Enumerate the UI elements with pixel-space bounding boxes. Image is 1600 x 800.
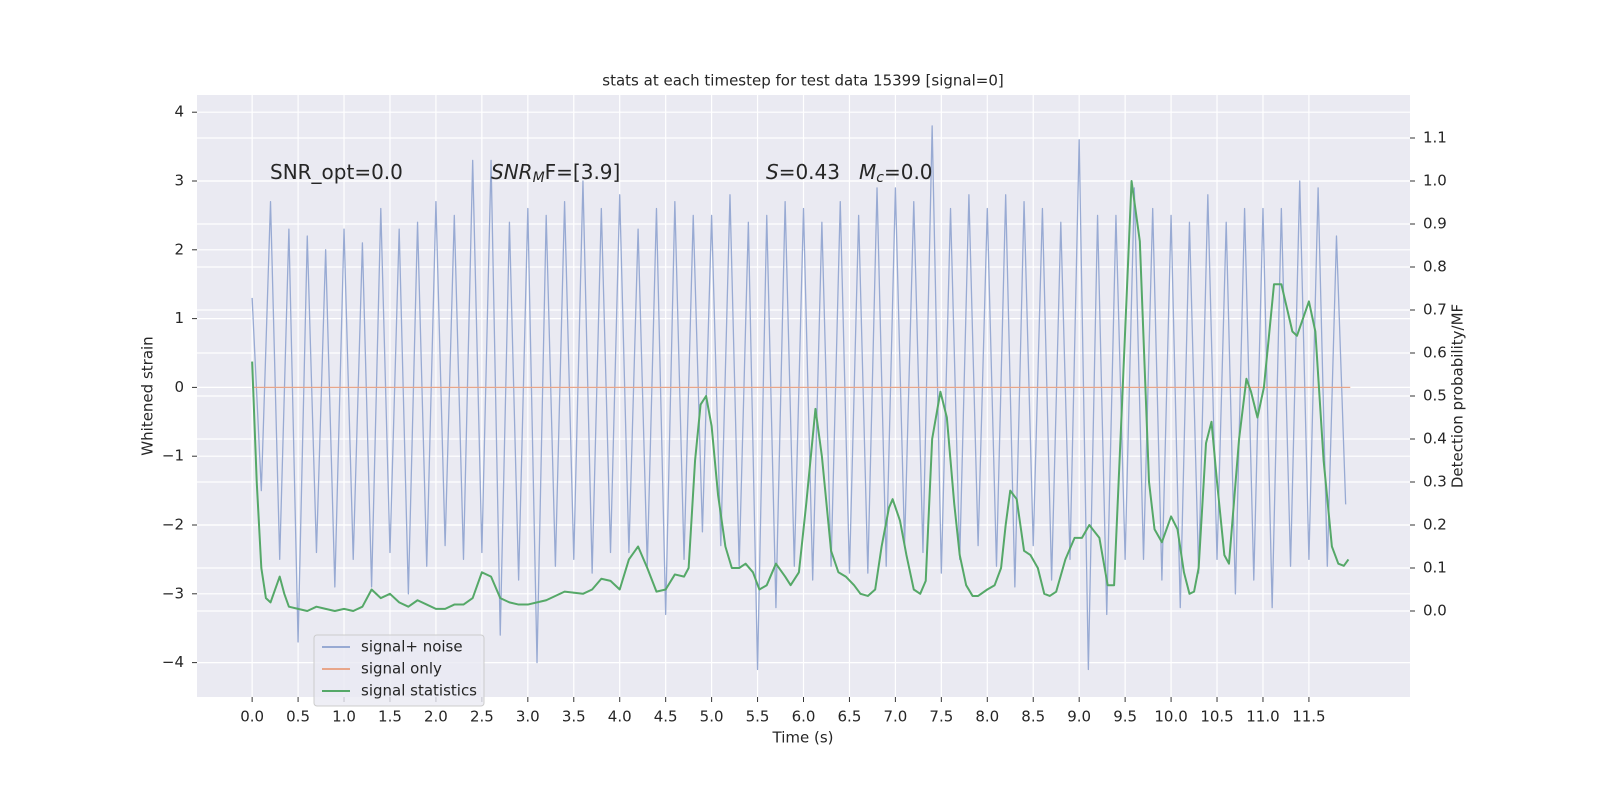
x-tick-label: 10.5 <box>1200 708 1233 726</box>
legend-label: signal+ noise <box>361 638 463 656</box>
y2-tick-label: 0.3 <box>1423 473 1447 491</box>
chart-title: stats at each timestep for test data 153… <box>602 72 1003 90</box>
legend: signal+ noise signal only signal statistic… <box>313 634 485 707</box>
y-tick-label: 0 <box>174 378 184 396</box>
annotation: Mc=0.0 <box>859 160 933 187</box>
x-tick-label: 1.5 <box>378 708 402 726</box>
y2-tick-label: 0.7 <box>1423 301 1447 319</box>
x-tick-label: 3.5 <box>562 708 586 726</box>
y-tick-label: −1 <box>162 447 184 465</box>
annotation-text: F=[3.9] <box>545 160 621 184</box>
x-tick-label: 2.5 <box>470 708 494 726</box>
annotation-text: M <box>859 160 876 184</box>
x-tick-label: 7.5 <box>929 708 953 726</box>
annotation-text: SNR_opt=0.0 <box>270 160 403 184</box>
y-tick-label: 2 <box>174 240 184 258</box>
x-tick-label: 0.0 <box>240 708 264 726</box>
grid <box>197 95 1410 697</box>
annotation-subscript: c <box>876 170 884 186</box>
x-tick-label: 4.5 <box>654 708 678 726</box>
y2-tick-label: 0.9 <box>1423 215 1447 233</box>
x-tick-label: 11.5 <box>1292 708 1325 726</box>
annotation: SNR_opt=0.0 <box>270 160 403 184</box>
x-tick-label: 11.0 <box>1246 708 1279 726</box>
lines <box>251 125 1351 671</box>
y-tick-label: 1 <box>174 309 184 327</box>
annotation: SNRMF=[3.9] <box>491 160 620 187</box>
labels: 0.0 0.5 1.0 1.5 2.0 2.5 3.0 3.5 4.0 4.5 5.0 5.5 6.0 6… <box>162 103 1447 726</box>
x-tick-label: 2.0 <box>424 708 448 726</box>
x-tick-label: 3.0 <box>516 708 540 726</box>
legend-label: signal only <box>361 660 442 678</box>
annotation-text: SNR <box>491 160 533 184</box>
x-tick-label: 5.0 <box>700 708 724 726</box>
annotation-text: =0.43 <box>779 160 840 184</box>
y2-tick-label: 0.5 <box>1423 387 1447 405</box>
x-tick-label: 9.5 <box>1113 708 1137 726</box>
y-tick-label: −2 <box>162 516 184 534</box>
annotations: SNR_opt=0.0 SNRMF=[3.9] S=0.43 Mc=0.0 <box>270 160 933 187</box>
x-axis-label: Time (s) <box>772 729 834 747</box>
annotation-text: S <box>766 160 779 184</box>
annotation-subscript: M <box>533 170 545 186</box>
y2-tick-label: 0.6 <box>1423 344 1447 362</box>
x-tick-label: 7.0 <box>883 708 907 726</box>
series-line <box>251 180 1350 612</box>
x-tick-label: 8.5 <box>1021 708 1045 726</box>
y-tick-label: 4 <box>174 103 184 121</box>
y-tick-label: −3 <box>162 584 184 602</box>
x-tick-label: 1.0 <box>332 708 356 726</box>
x-tick-label: 0.5 <box>286 708 310 726</box>
y-axis-label: Whitened strain <box>139 336 157 455</box>
y2-tick-label: 0.1 <box>1423 559 1447 577</box>
y-tick-label: 3 <box>174 172 184 190</box>
y2-tick-label: 0.8 <box>1423 258 1447 276</box>
x-tick-label: 5.5 <box>746 708 770 726</box>
x-tick-label: 8.0 <box>975 708 999 726</box>
annotation: S=0.43 <box>766 160 840 184</box>
y2-tick-label: 0.4 <box>1423 430 1447 448</box>
y2-axis-label: Detection probability/MF <box>1449 304 1467 488</box>
y-tick-label: −4 <box>162 653 184 671</box>
legend-label: signal statistics <box>361 682 477 700</box>
x-tick-label: 4.0 <box>608 708 632 726</box>
x-tick-label: 6.5 <box>838 708 862 726</box>
legend-box <box>313 634 485 707</box>
y2-tick-label: 0.0 <box>1423 602 1447 620</box>
x-tick-label: 9.0 <box>1067 708 1091 726</box>
y2-tick-label: 1.0 <box>1423 172 1447 190</box>
annotation-text: =0.0 <box>884 160 933 184</box>
x-tick-label: 6.0 <box>792 708 816 726</box>
x-tick-label: 10.0 <box>1154 708 1187 726</box>
y2-tick-label: 0.2 <box>1423 516 1447 534</box>
y2-tick-label: 1.1 <box>1423 129 1447 147</box>
